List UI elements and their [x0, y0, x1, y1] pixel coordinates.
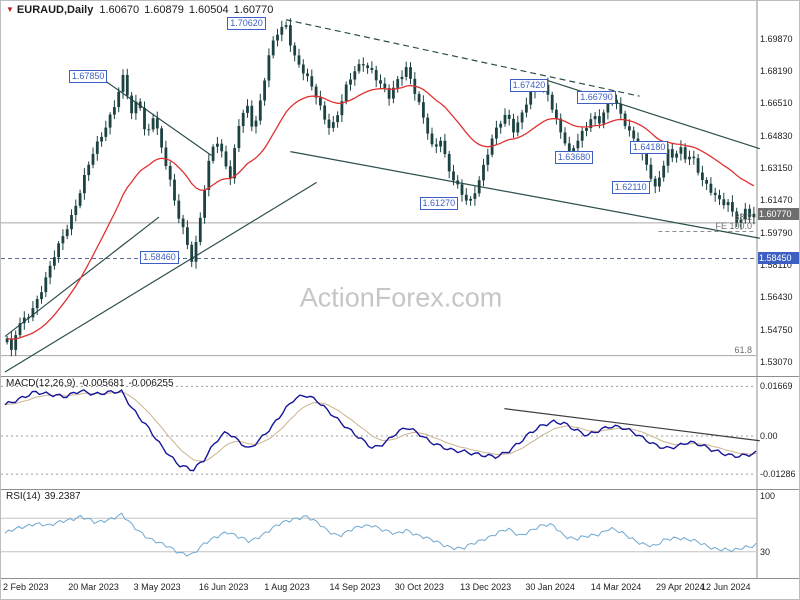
candlesticks [5, 18, 756, 357]
date-axis-label: 1 Aug 2023 [264, 582, 310, 592]
macd-axis-tick: 0.01669 [760, 381, 793, 392]
rsi-value: 39.2387 [44, 491, 81, 502]
macd-axis-tick: 0.00 [760, 430, 778, 441]
price-swing-label: 1.66790 [577, 90, 616, 104]
rsi-axis-tick: 100 [760, 491, 776, 501]
price-axis-tick: 1.59790 [760, 227, 793, 238]
price-axis-badge: 1.60770 [758, 207, 799, 220]
rsi-name: RSI(14) [6, 491, 41, 502]
moving-average-line [6, 84, 755, 340]
chart-title: ▼ EURAUD,Daily 1.60670 1.60879 1.60504 1.6077… [6, 4, 278, 16]
date-axis-label: 16 Jun 2023 [198, 582, 249, 592]
price-swing-label: 1.70620 [227, 17, 266, 31]
rsi-indicator-label: RSI(14) 39.2387 [6, 491, 81, 502]
price-swing-label: 1.67420 [509, 78, 549, 92]
date-axis-label: 2 Feb 2023 [3, 582, 49, 592]
price-axis-tick: 1.54750 [760, 324, 793, 335]
date-axis-label: 14 Mar 2024 [590, 582, 642, 592]
price-axis-tick: 1.66510 [760, 98, 793, 109]
price-axis-tick: 1.69870 [760, 33, 793, 44]
price-swing-label: 1.58460 [140, 251, 179, 265]
date-axis-label: 30 Jan 2024 [525, 582, 575, 592]
date-axis-label: 29 Apr 2024 [656, 582, 705, 592]
fib-level-label: FE 100.0 [715, 220, 752, 231]
watermark: ActionForex.com [299, 282, 503, 313]
fib-level-label: 38.2 [734, 211, 752, 222]
price-axis-tick: 1.56430 [760, 292, 793, 303]
date-axis-label: 13 Dec 2023 [460, 582, 512, 592]
price-axis-tick: 1.64830 [760, 130, 793, 141]
price-axis-tick: 1.63150 [760, 162, 793, 173]
rsi-line [4, 512, 757, 557]
rsi-axis-tick: 30 [760, 546, 771, 557]
macd-value-main: -0.005681 [79, 378, 125, 389]
macd-axis-tick: -0.01286 [760, 469, 796, 480]
ohlc-low: 1.60504 [188, 4, 229, 16]
symbol-timeframe-label: EURAUD,Daily [16, 4, 94, 16]
date-axis-label: 30 Oct 2023 [394, 582, 444, 592]
price-swing-label: 1.64180 [629, 141, 669, 155]
price-swing-label: 1.67850 [68, 70, 108, 84]
ohlc-open: 1.60670 [99, 4, 140, 16]
macd-value-signal: -0.006255 [128, 378, 174, 389]
symbol-marker-icon: ▼ [6, 5, 14, 14]
price-swing-label: 1.61270 [419, 197, 459, 211]
macd-signal-line [4, 391, 757, 462]
price-axis-tick: 1.53070 [760, 357, 793, 368]
date-axis-label: 3 May 2023 [133, 582, 181, 592]
macd-indicator-label: MACD(12,26,9) -0.005681 -0.006255 [6, 378, 174, 389]
price-swing-label: 1.62110 [611, 180, 650, 194]
price-swing-label: 1.63680 [554, 150, 594, 164]
price-axis-tick: 1.68190 [760, 65, 793, 76]
date-axis-label: 20 Mar 2023 [68, 582, 119, 592]
date-axis-label: 14 Sep 2023 [329, 582, 381, 592]
ohlc-close: 1.60770 [233, 4, 274, 16]
macd-name: MACD(12,26,9) [6, 378, 76, 389]
date-axis-label: 12 Jun 2024 [701, 582, 751, 592]
price-axis-badge: 1.58450 [758, 252, 799, 265]
fib-level-label: 61.8 [734, 344, 752, 355]
price-axis-tick: 1.58110 [760, 260, 792, 270]
ohlc-high: 1.60879 [144, 4, 184, 16]
macd-line [4, 388, 757, 472]
price-axis-tick: 1.61470 [760, 195, 793, 206]
